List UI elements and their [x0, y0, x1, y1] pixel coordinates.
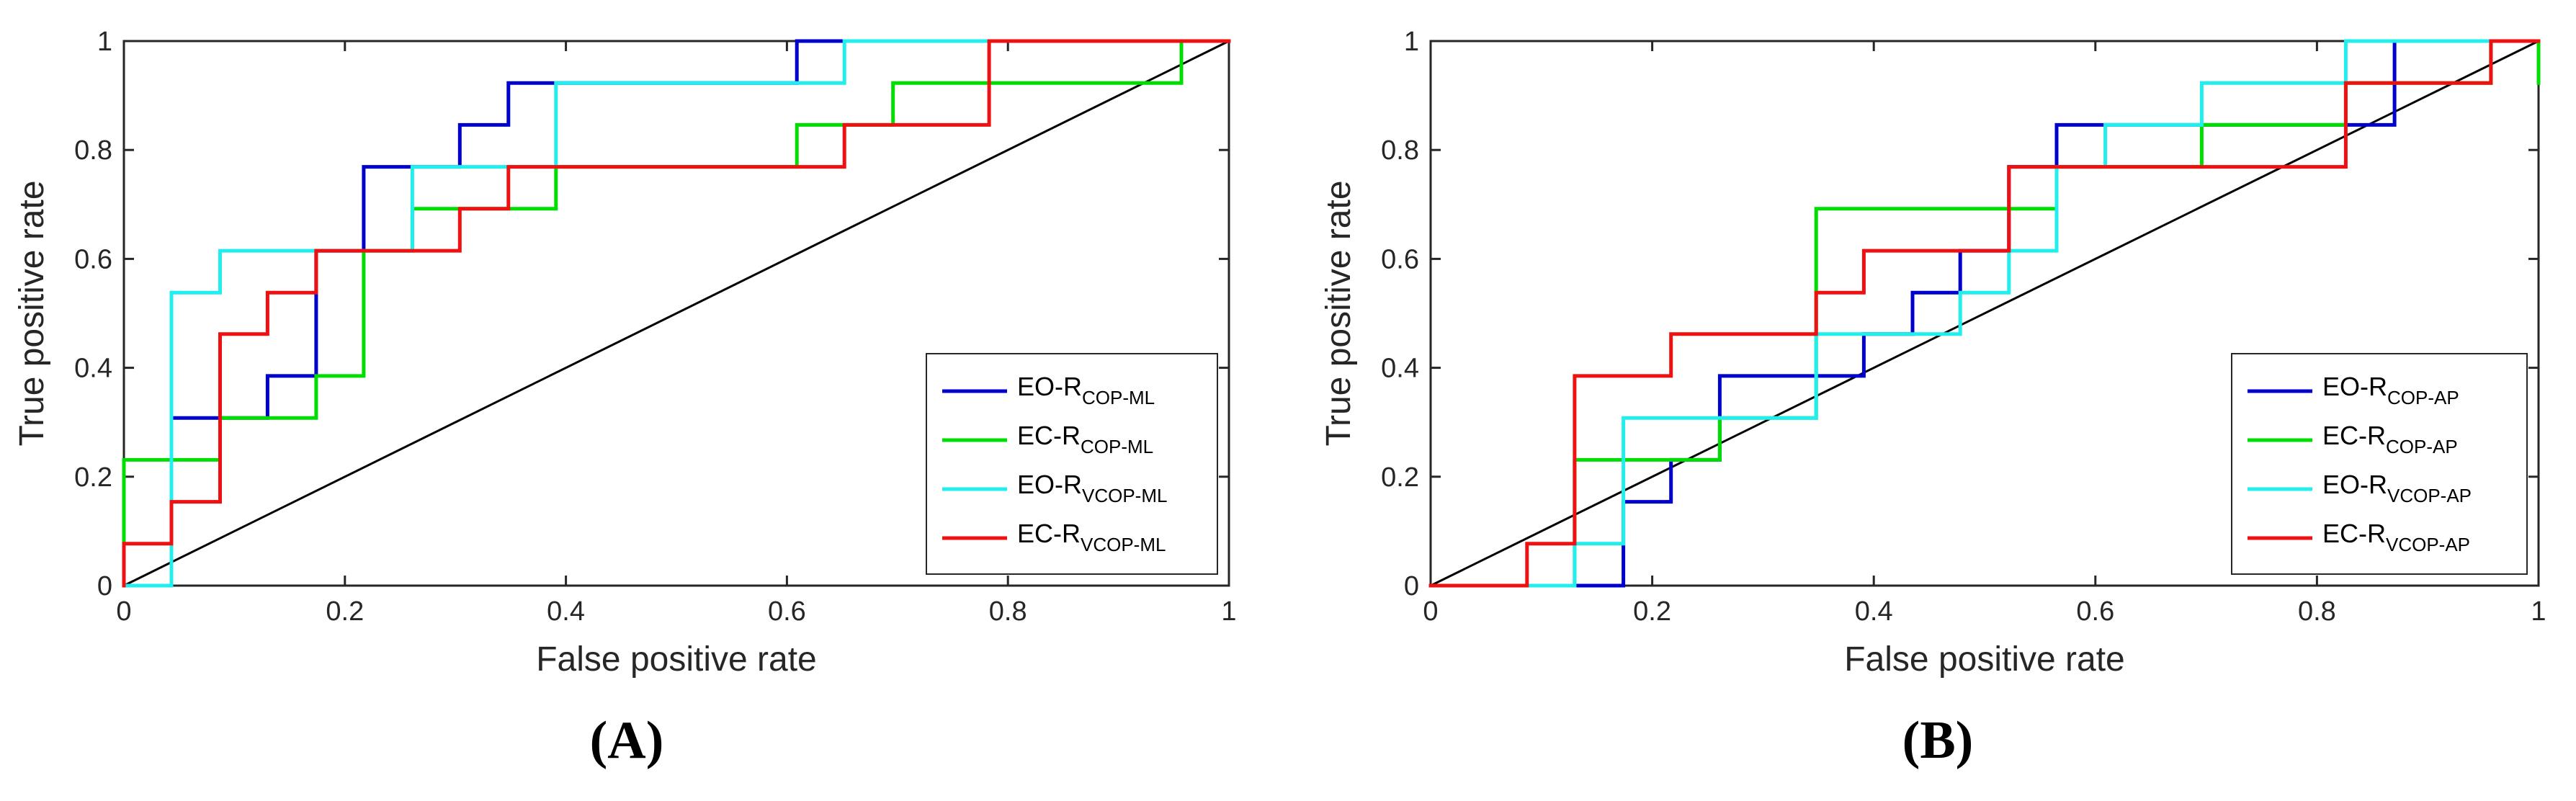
legend-entry-subscript: VCOP-AP [2386, 534, 2470, 555]
x-tick-label: 0 [1423, 596, 1438, 627]
series-line-ec-r-vcop-ml [122, 39, 1231, 588]
legend-entry-subscript: VCOP-ML [1082, 485, 1167, 506]
series-line-eo-r-cop-ap [1428, 39, 2541, 588]
x-tick-label: 1 [2531, 596, 2546, 627]
x-tick-label: 0.6 [768, 596, 806, 627]
y-tick-label: 1 [97, 27, 112, 57]
legend-entry-name: EO-R [2322, 372, 2387, 401]
plot-area-frame [122, 40, 1230, 587]
chance-diagonal-line [123, 40, 1230, 587]
y-tick-label: 1 [1404, 27, 1419, 57]
x-tick-label: 0 [116, 596, 131, 627]
legend-entry-subscript: COP-ML [1082, 387, 1155, 408]
legend-entry: EC-RCOP-ML [1017, 421, 1153, 457]
y-tick-label: 0.8 [1381, 135, 1419, 166]
y-tick-label: 0.4 [1381, 354, 1419, 384]
y-tick-label: 0.2 [1381, 462, 1419, 493]
legend-entry: EO-RCOP-AP [2322, 372, 2459, 408]
chart-panel-b: 0 0.2 0.4 0.6 0.8 1 0 0.2 0.4 0.6 0.8 1 False positi… [1320, 27, 2546, 770]
panel-label: (A) [590, 711, 664, 770]
x-axis-label: False positive rate [536, 640, 817, 679]
legend-entry-name: EC-R [1017, 519, 1081, 548]
legend-entry: EC-RVCOP-ML [1017, 519, 1166, 555]
legend-entry: EO-RCOP-ML [1017, 372, 1155, 408]
y-tick-label: 0.6 [1381, 244, 1419, 274]
legend-entry-name: EO-R [1017, 470, 1082, 499]
y-axis-label: True positive rate [1320, 180, 1358, 446]
y-tick-label: 0.2 [74, 462, 112, 493]
y-tick-label: 0.4 [74, 354, 112, 384]
y-tick-label: 0.8 [74, 135, 112, 166]
x-tick-label: 0.2 [1633, 596, 1671, 627]
legend-entry: EC-RCOP-AP [2322, 421, 2458, 457]
series-line-eo-r-vcop-ap [1428, 39, 2541, 588]
series-line-ec-r-vcop-ap [1428, 39, 2541, 588]
panel-label: (B) [1902, 711, 1974, 770]
y-tick-label: 0.6 [74, 244, 112, 274]
y-axis-label: True positive rate [13, 180, 51, 446]
y-tick-label: 0 [97, 571, 112, 601]
legend-entry-subscript: VCOP-ML [1081, 534, 1166, 555]
legend-entry-subscript: COP-AP [2386, 436, 2458, 457]
legend-entry-name: EC-R [1017, 421, 1081, 450]
x-tick-label: 0.6 [2076, 596, 2114, 627]
x-tick-label: 0.8 [2298, 596, 2336, 627]
chart-panel-a: 0 0.2 0.4 0.6 0.8 1 0 0.2 0.4 0.6 0.8 1 False positi… [13, 27, 1237, 770]
legend-entry-subscript: COP-ML [1081, 436, 1153, 457]
y-tick-label: 0 [1404, 571, 1419, 601]
x-tick-label: 0.4 [1855, 596, 1893, 627]
chance-diagonal-line [1430, 40, 2539, 587]
legend-entry-name: EO-R [1017, 372, 1082, 401]
legend-entry-subscript: VCOP-AP [2387, 485, 2472, 506]
legend-entry: EO-RVCOP-ML [1017, 470, 1167, 506]
legend-entry-name: EC-R [2322, 519, 2386, 548]
legend-entry: EO-RVCOP-AP [2322, 470, 2472, 506]
x-tick-label: 0.8 [989, 596, 1027, 627]
x-axis-label: False positive rate [1844, 640, 2125, 679]
legend-entry-name: EO-R [2322, 470, 2387, 499]
series-line-eo-r-cop-ml [122, 39, 1231, 588]
legend-entry-name: EC-R [2322, 421, 2386, 450]
plot-area-frame [1429, 40, 2540, 587]
legend-entry-subscript: COP-AP [2387, 387, 2459, 408]
x-tick-label: 0.2 [326, 596, 364, 627]
x-tick-label: 0.4 [547, 596, 585, 627]
x-tick-label: 1 [1221, 596, 1236, 627]
legend-entry: EC-RVCOP-AP [2322, 519, 2470, 555]
